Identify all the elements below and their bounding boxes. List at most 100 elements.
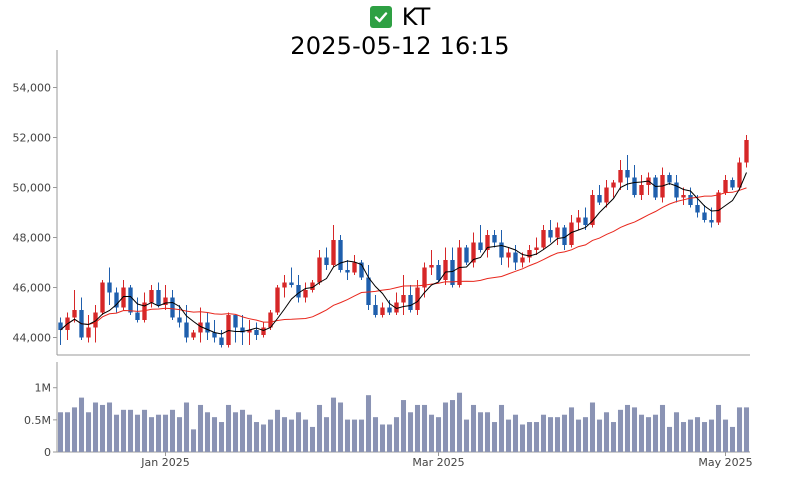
volume-bar <box>701 422 708 452</box>
candle-body <box>534 247 539 250</box>
candle-body <box>107 282 112 293</box>
volume-bar <box>680 422 687 452</box>
candle-body <box>499 242 504 258</box>
volume-bar <box>715 404 722 452</box>
volume-bar <box>673 412 680 452</box>
candle-body <box>604 187 609 203</box>
volume-bar <box>407 412 414 452</box>
candle-body <box>93 312 98 328</box>
volume-bar <box>561 414 568 452</box>
candle-body <box>653 177 658 198</box>
volume-bar <box>64 412 71 452</box>
volume-bar <box>708 419 715 452</box>
candle-body <box>443 260 448 280</box>
candle-body <box>331 240 336 265</box>
volume-bar <box>148 417 155 452</box>
volume-bar <box>624 404 631 452</box>
volume-bar <box>358 419 365 452</box>
volume-bar <box>694 417 701 452</box>
volume-bar <box>582 417 589 452</box>
candle-body <box>86 327 91 338</box>
candle-body <box>415 287 420 310</box>
volume-bar <box>638 414 645 452</box>
volume-bar <box>295 412 302 452</box>
volume-y-tick-label: 0 <box>44 446 51 459</box>
volume-bar <box>190 429 197 452</box>
candle-body <box>212 332 217 338</box>
candle-body <box>429 265 434 268</box>
candle-body <box>422 267 427 288</box>
volume-bar <box>596 419 603 452</box>
x-tick-label: Jan 2025 <box>140 456 189 469</box>
candle-body <box>191 332 196 338</box>
volume-bar <box>183 402 190 452</box>
candle-body <box>513 252 518 263</box>
candle-body <box>611 182 616 188</box>
volume-bar <box>610 422 617 452</box>
volume-bar <box>288 419 295 452</box>
volume-bar <box>435 417 442 452</box>
volume-bar <box>267 419 274 452</box>
volume-bar <box>71 407 78 452</box>
volume-bar <box>176 417 183 452</box>
candle-body <box>324 257 329 265</box>
candle-body <box>184 322 189 338</box>
volume-bar <box>316 404 323 452</box>
title-line-ticker: KT <box>0 0 800 34</box>
candle-body <box>681 195 686 198</box>
candle-body <box>723 180 728 193</box>
candle-body <box>576 217 581 223</box>
candle-body <box>674 182 679 198</box>
volume-bar <box>505 419 512 452</box>
candle-body <box>548 230 553 238</box>
volume-y-tick-label: 1M <box>35 382 52 395</box>
volume-bar <box>645 417 652 452</box>
x-axis: Jan 2025 Mar 2025 May 2025 <box>140 452 753 469</box>
volume-bar <box>232 412 239 452</box>
candle-body <box>261 327 266 335</box>
candle-body <box>492 235 497 243</box>
candle-body <box>618 170 623 183</box>
volume-bar <box>722 419 729 452</box>
candle-body <box>730 180 735 188</box>
candle-body <box>702 212 707 220</box>
volume-bar <box>470 404 477 452</box>
x-tick-label: Mar 2025 <box>412 456 464 469</box>
candle-body <box>387 307 392 313</box>
candle-body <box>562 227 567 245</box>
candle-body <box>632 177 637 195</box>
volume-bar <box>421 404 428 452</box>
candle-body <box>597 195 602 203</box>
candle-body <box>233 315 238 328</box>
volume-bar <box>736 407 743 452</box>
price-y-tick-label: 48,000 <box>13 232 52 245</box>
candle-body <box>156 290 161 305</box>
volume-bar <box>309 426 316 452</box>
volume-bar <box>197 404 204 452</box>
candle-body <box>394 302 399 313</box>
volume-bar <box>631 407 638 452</box>
volume-bar <box>554 417 561 452</box>
candle-body <box>380 307 385 315</box>
candle-body <box>317 257 322 283</box>
price-y-tick-label: 46,000 <box>13 282 52 295</box>
volume-bar <box>330 397 337 452</box>
volume-bar <box>92 402 99 452</box>
price-y-tick-label: 44,000 <box>13 332 52 345</box>
candle-body <box>275 287 280 313</box>
candle-body <box>667 175 672 183</box>
candle-body <box>401 295 406 303</box>
candle-body <box>345 270 350 273</box>
candle-body <box>506 252 511 258</box>
candle-body <box>541 230 546 248</box>
volume-bar <box>456 392 463 452</box>
datetime-label: 2025-05-12 16:15 <box>290 32 510 60</box>
candle-body <box>366 277 371 305</box>
candle-body <box>485 235 490 250</box>
volume-bar <box>442 402 449 452</box>
volume-bar <box>218 422 225 452</box>
candle-body <box>359 262 364 278</box>
volume-bar <box>57 412 64 452</box>
candle-body <box>450 260 455 285</box>
candle-body <box>268 312 273 328</box>
